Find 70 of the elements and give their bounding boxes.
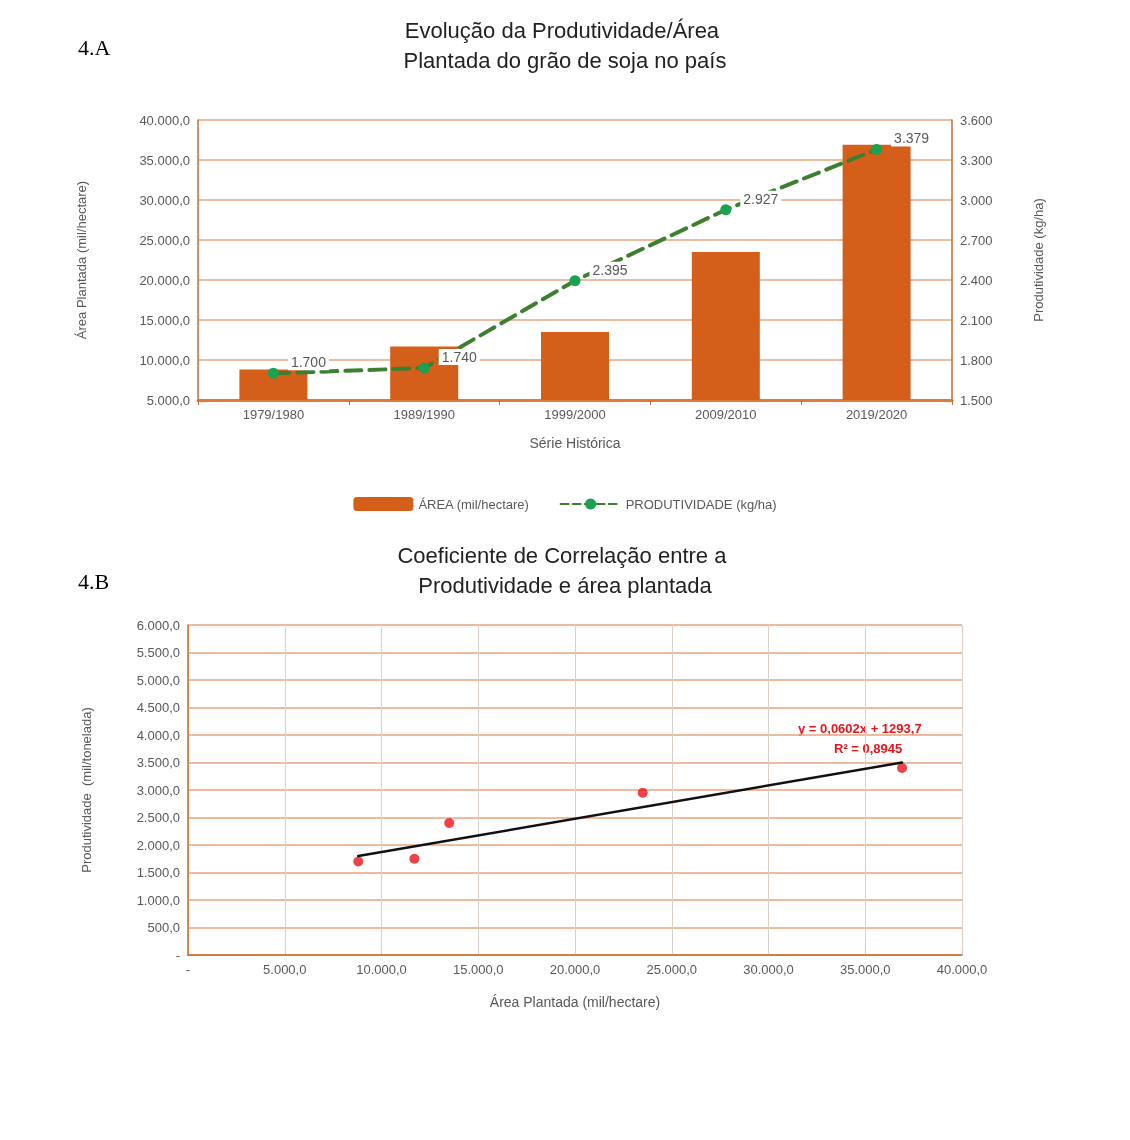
y2-tick-label: 1.500 — [960, 392, 993, 408]
chart-title: Coeficiente de Correlação entre a Produtividade e área plantada — [397, 542, 733, 598]
y-tick-label: 30.000,0 — [139, 192, 190, 208]
y-tick-label: 3.500,0 — [136, 755, 180, 770]
x-tick-label: 30.000,0 — [743, 962, 794, 977]
y-tick-label: 35.000,0 — [139, 152, 190, 168]
y2-tick-label: 3.600 — [960, 112, 993, 128]
y-tick-label: - — [175, 947, 180, 963]
y-tick-label: 40.000,0 — [139, 112, 190, 128]
y2-axis-title: Produtividade (kg/ha) — [1031, 198, 1046, 322]
x-axis-title: Área Plantada (mil/hectare) — [489, 994, 661, 1010]
annotation: y = 0,0602x + 1293,7 — [798, 721, 922, 736]
point — [353, 856, 364, 867]
x-tick-label: 5.000,0 — [263, 962, 307, 977]
point — [637, 787, 648, 798]
x-tick-label: 2009/2010 — [695, 407, 757, 422]
x-tick-label: 40.000,0 — [936, 962, 988, 977]
x-axis-title: Série Histórica — [529, 435, 621, 451]
y-tick-label: 1.500,0 — [136, 865, 180, 880]
y-tick-label: 10.000,0 — [139, 352, 190, 368]
annotation: R² = 0,8945 — [834, 741, 903, 756]
y2-tick-label: 3.000 — [960, 192, 993, 208]
x-tick-label: 1979/1980 — [242, 407, 305, 422]
y2-tick-label: 1.800 — [960, 352, 993, 368]
y2-tick-label: 3.300 — [960, 152, 993, 168]
x-tick-label: 10.000,0 — [356, 962, 407, 977]
text: 4.B — [78, 568, 110, 594]
y-tick-label: 3.000,0 — [136, 782, 180, 798]
x-tick-label: 1989/1990 — [393, 407, 455, 422]
point — [897, 763, 908, 773]
y-tick-label: 5.000,0 — [136, 672, 180, 688]
y-tick-label: 25.000,0 — [139, 232, 190, 248]
x-tick-label: 15.000,0 — [452, 962, 504, 977]
chart-title: Evolução da Produtividade/Área Plantada do grão de soja no país — [403, 17, 727, 73]
y-axis-title: Área Plantada (mil/hectare) — [74, 180, 89, 340]
legend-label: PRODUTIVIDADE (kg/ha) — [625, 496, 777, 512]
y-tick-label: 500,0 — [147, 920, 180, 935]
x-tick-label: 20.000,0 — [549, 962, 601, 977]
text: 4.A — [78, 34, 111, 60]
data-label: 3.379 — [894, 130, 930, 147]
y-tick-label: 5.500,0 — [136, 645, 180, 660]
y2-tick-label: 2.400 — [960, 272, 993, 288]
y-tick-label: 20.000,0 — [139, 272, 190, 288]
data-label: 2.927 — [743, 190, 779, 207]
point — [871, 143, 883, 155]
y2-tick-label: 2.100 — [960, 312, 993, 328]
y-axis-title: Produtividade (mil/tonelada) — [79, 707, 94, 873]
y-tick-label: 2.500,0 — [136, 810, 180, 825]
data-label: 1.700 — [290, 354, 327, 371]
data-label: 2.395 — [592, 261, 628, 278]
y-tick-label: 4.500,0 — [136, 700, 180, 715]
y-tick-label: 15.000,0 — [139, 312, 190, 328]
y-tick-label: 6.000,0 — [136, 617, 180, 633]
point — [418, 362, 430, 374]
y-tick-label: 2.000,0 — [136, 837, 180, 853]
point — [444, 818, 455, 828]
point — [720, 204, 732, 216]
x-tick-label: 25.000,0 — [646, 962, 698, 977]
y2-tick-label: 2.700 — [960, 232, 993, 248]
y-tick-label: 5.000,0 — [146, 392, 190, 408]
x-tick-label: 2019/2020 — [845, 407, 908, 422]
point — [569, 275, 581, 287]
y-tick-label: 1.000,0 — [136, 892, 180, 908]
legend-label: ÁREA (mil/hectare) — [418, 496, 529, 512]
point — [409, 853, 420, 864]
x-tick-label: 35.000,0 — [839, 962, 891, 977]
data-label: 1.740 — [441, 349, 477, 365]
point — [267, 367, 279, 379]
x-tick-label: 1999/2000 — [544, 407, 606, 422]
y-tick-label: 4.000,0 — [136, 727, 180, 743]
